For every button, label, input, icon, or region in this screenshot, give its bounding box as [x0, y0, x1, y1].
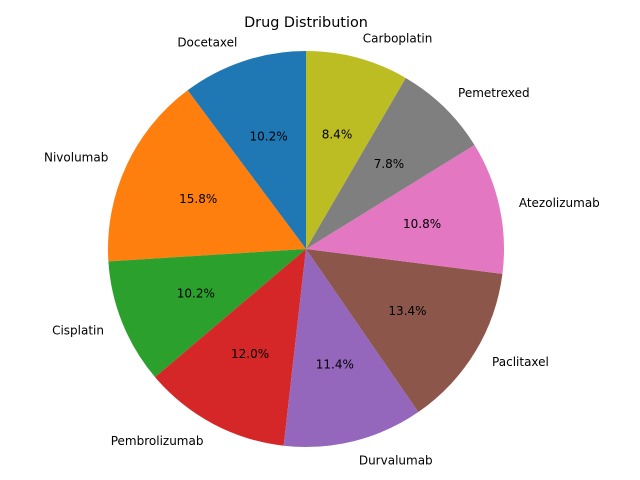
- slice-label-atezolizumab: Atezolizumab: [519, 196, 600, 210]
- pct-label-pemetrexed: 7.8%: [374, 157, 405, 171]
- chart-title: Drug Distribution: [244, 15, 368, 31]
- pct-label-atezolizumab: 10.8%: [403, 217, 441, 231]
- pct-label-paclitaxel: 13.4%: [388, 304, 426, 318]
- pct-label-docetaxel: 10.2%: [250, 129, 288, 143]
- pie-slice-carboplatin: [306, 51, 406, 249]
- pct-label-carboplatin: 8.4%: [322, 127, 353, 141]
- pie-slice-nivolumab: [107, 90, 306, 262]
- pct-label-pembrolizumab: 12.0%: [231, 347, 269, 361]
- pct-label-cisplatin: 10.2%: [177, 286, 215, 300]
- slice-label-paclitaxel: Paclitaxel: [492, 355, 549, 369]
- pie-slice-docetaxel: [187, 51, 306, 249]
- slice-labels: Docetaxel Nivolumab Cisplatin Pembrolizumab…: [44, 32, 600, 468]
- slice-label-cisplatin: Cisplatin: [52, 323, 104, 337]
- slice-label-nivolumab: Nivolumab: [44, 151, 108, 165]
- slice-label-pemetrexed: Pemetrexed: [458, 86, 530, 100]
- pie-slice-durvalumab: [283, 249, 419, 448]
- pie-slices: [107, 51, 505, 448]
- slice-label-pembrolizumab: Pembrolizumab: [111, 434, 204, 448]
- slice-label-durvalumab: Durvalumab: [359, 453, 433, 467]
- slice-label-carboplatin: Carboplatin: [363, 32, 433, 46]
- pie-slice-atezolizumab: [306, 145, 505, 274]
- slice-label-docetaxel: Docetaxel: [177, 35, 237, 49]
- pct-label-nivolumab: 15.8%: [179, 192, 217, 206]
- percentage-labels: 10.2% 15.8% 10.2% 12.0% 11.4% 13.4% 10.8% 7.8% 8…: [177, 127, 441, 371]
- pie-slice-pembrolizumab: [155, 249, 306, 446]
- pie-slice-cisplatin: [108, 249, 306, 378]
- pct-label-durvalumab: 11.4%: [316, 357, 354, 371]
- pie-slice-pemetrexed: [306, 77, 475, 249]
- pie-slice-paclitaxel: [306, 249, 503, 413]
